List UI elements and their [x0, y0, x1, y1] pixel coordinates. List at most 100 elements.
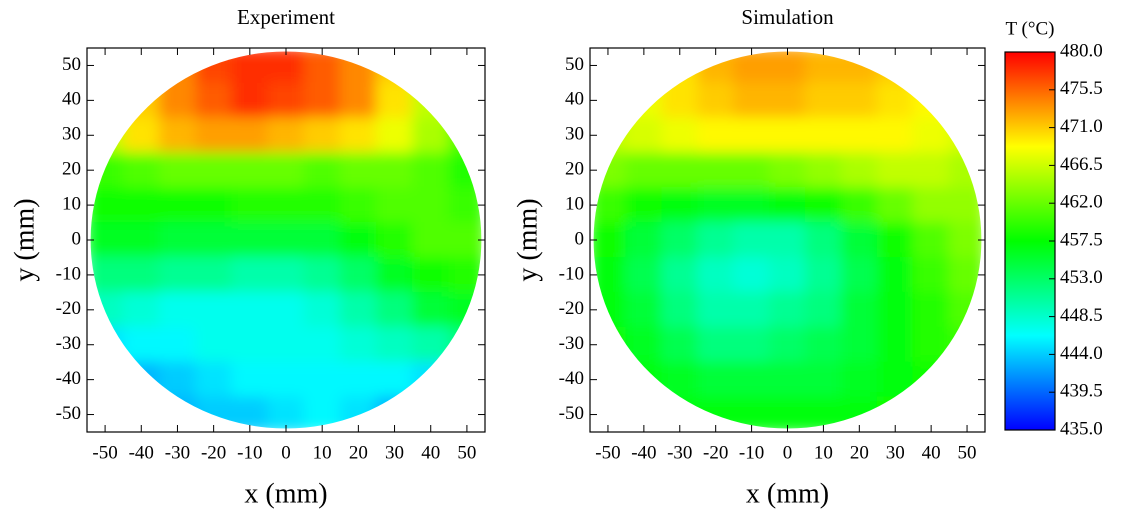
heatmap-cell [267, 257, 304, 293]
heatmap-cell [376, 327, 413, 363]
x-tick-label: -20 [201, 442, 226, 463]
heatmap-cell [913, 222, 950, 258]
heatmap-cell [231, 292, 268, 328]
heatmap-cell [340, 327, 377, 363]
colorbar [1005, 52, 1055, 430]
colorbar-tick-label: 471.0 [1060, 116, 1103, 137]
heatmap-cell [733, 222, 770, 258]
heatmap-cell [769, 117, 806, 153]
heatmap-cell [841, 82, 878, 118]
heatmap-cell [340, 82, 377, 118]
heatmap-cell [340, 292, 377, 328]
heatmap-cell [123, 222, 160, 258]
heatmap-cell [123, 82, 160, 118]
heatmap-cell [733, 257, 770, 293]
heatmap-cell [697, 222, 734, 258]
heatmap-cell [195, 327, 232, 363]
heatmap-cell [412, 222, 449, 258]
heatmap-cell [877, 117, 914, 153]
x-tick-label: 10 [313, 442, 332, 463]
heatmap-cell [625, 152, 662, 188]
heatmap-cell [123, 362, 160, 398]
heatmap-cell [913, 327, 950, 363]
heatmap-cell [340, 187, 377, 223]
y-tick-label: 10 [565, 193, 584, 214]
heatmap-cell [123, 327, 160, 363]
heatmap-cell [267, 117, 304, 153]
heatmap-cell [195, 362, 232, 398]
y-tick-label: -20 [56, 298, 81, 319]
heatmap-cell [733, 327, 770, 363]
heatmap-cell [195, 257, 232, 293]
heatmap-cell [697, 152, 734, 188]
heatmap-cell [769, 327, 806, 363]
heatmap-cell [697, 187, 734, 223]
heatmap-cell [304, 292, 341, 328]
heatmap-cell [661, 292, 698, 328]
y-tick-label: 20 [565, 159, 584, 180]
y-tick-label: -10 [56, 263, 81, 284]
heatmap-cell [123, 152, 160, 188]
heatmap-cell [376, 152, 413, 188]
heatmap-cell [231, 362, 268, 398]
heatmap-cell [805, 327, 842, 363]
heatmap-cell [841, 222, 878, 258]
heatmap-cell [841, 362, 878, 398]
heatmap-cell [267, 327, 304, 363]
heatmap-cell [195, 117, 232, 153]
heatmap-cell [304, 117, 341, 153]
heatmap-cell [412, 362, 449, 398]
x-tick-label: -50 [92, 442, 117, 463]
heatmap-cell [661, 152, 698, 188]
heatmap [87, 48, 486, 433]
heatmap-cell [769, 222, 806, 258]
y-tick-label: 40 [62, 89, 81, 110]
heatmap-cell [661, 187, 698, 223]
colorbar-tick-label: 448.5 [1060, 305, 1103, 326]
heatmap-cell [195, 292, 232, 328]
heatmap-cell [769, 292, 806, 328]
heatmap-cell [697, 362, 734, 398]
x-tick-label: 0 [783, 442, 793, 463]
heatmap-cell [841, 152, 878, 188]
x-tick-label: 40 [421, 442, 440, 463]
heatmap-cell [159, 152, 196, 188]
heatmap-cell [841, 292, 878, 328]
heatmap-cell [805, 82, 842, 118]
heatmap-cell [304, 222, 341, 258]
heatmap-cell [267, 362, 304, 398]
heatmap-cell [805, 187, 842, 223]
x-tick-label: -20 [703, 442, 728, 463]
y-axis-label: y (mm) [9, 198, 40, 281]
heatmap-cell [123, 117, 160, 153]
heatmap-cell [625, 327, 662, 363]
heatmap-cell [231, 222, 268, 258]
heatmap-cell [841, 257, 878, 293]
heatmap-cell [697, 292, 734, 328]
x-tick-label: 40 [922, 442, 941, 463]
heatmap-cell [769, 152, 806, 188]
colorbar-tick-label: 480.0 [1060, 40, 1103, 61]
colorbar-tick-label: 475.5 [1060, 78, 1103, 99]
heatmap-cell [231, 187, 268, 223]
heatmap-cell [376, 257, 413, 293]
heatmap-cell [733, 187, 770, 223]
x-tick-label: 30 [886, 442, 905, 463]
colorbar-tick-label: 462.0 [1060, 192, 1103, 213]
heatmap-cell [877, 257, 914, 293]
x-tick-label: 20 [850, 442, 869, 463]
heatmap-cell [267, 292, 304, 328]
heatmap-cell [733, 362, 770, 398]
heatmap-cell [661, 222, 698, 258]
colorbar-tick-label: 439.5 [1060, 381, 1103, 402]
heatmap-cell [159, 82, 196, 118]
y-tick-label: 30 [565, 124, 584, 145]
heatmap-cell [625, 187, 662, 223]
heatmap-cell [733, 292, 770, 328]
heatmap-cell [913, 292, 950, 328]
heatmap-cell [304, 257, 341, 293]
heatmap-cell [661, 327, 698, 363]
heatmap-cell [877, 187, 914, 223]
heatmap-cell [625, 292, 662, 328]
heatmap-cell [913, 257, 950, 293]
